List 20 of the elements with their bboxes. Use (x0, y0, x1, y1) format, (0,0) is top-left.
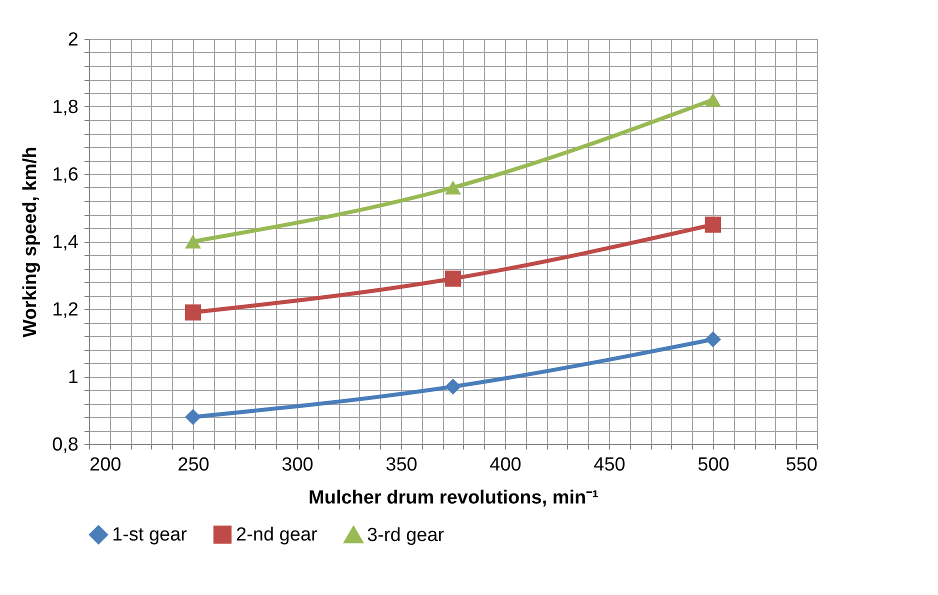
legend-label: 1-st gear (112, 524, 188, 546)
x-tick-label: 300 (282, 454, 314, 476)
x-tick-label: 350 (386, 454, 418, 476)
x-tick-label: 200 (90, 454, 122, 476)
y-tick-label: 1,8 (52, 97, 78, 118)
y-axis-title: Working speed, km/h (20, 146, 42, 338)
x-tick-label: 450 (594, 454, 626, 476)
legend-label: 3-rd gear (367, 525, 445, 546)
y-tick-label: 1,2 (52, 300, 78, 320)
x-tick-label: 550 (786, 454, 818, 476)
y-tick-label: 0,8 (52, 434, 78, 456)
x-axis-title: Mulcher drum revolutions, min⁻¹ (308, 488, 598, 508)
x-tick-label: 400 (490, 454, 522, 476)
x-tick-label: 500 (698, 454, 730, 476)
y-tick-label: 2 (68, 30, 78, 50)
legend-label: 2-nd gear (236, 524, 318, 546)
y-tick-label: 1 (68, 367, 78, 388)
x-tick-label: 250 (178, 454, 210, 476)
y-tick-label: 1,4 (52, 232, 79, 253)
y-tick-label: 1,6 (52, 164, 78, 186)
